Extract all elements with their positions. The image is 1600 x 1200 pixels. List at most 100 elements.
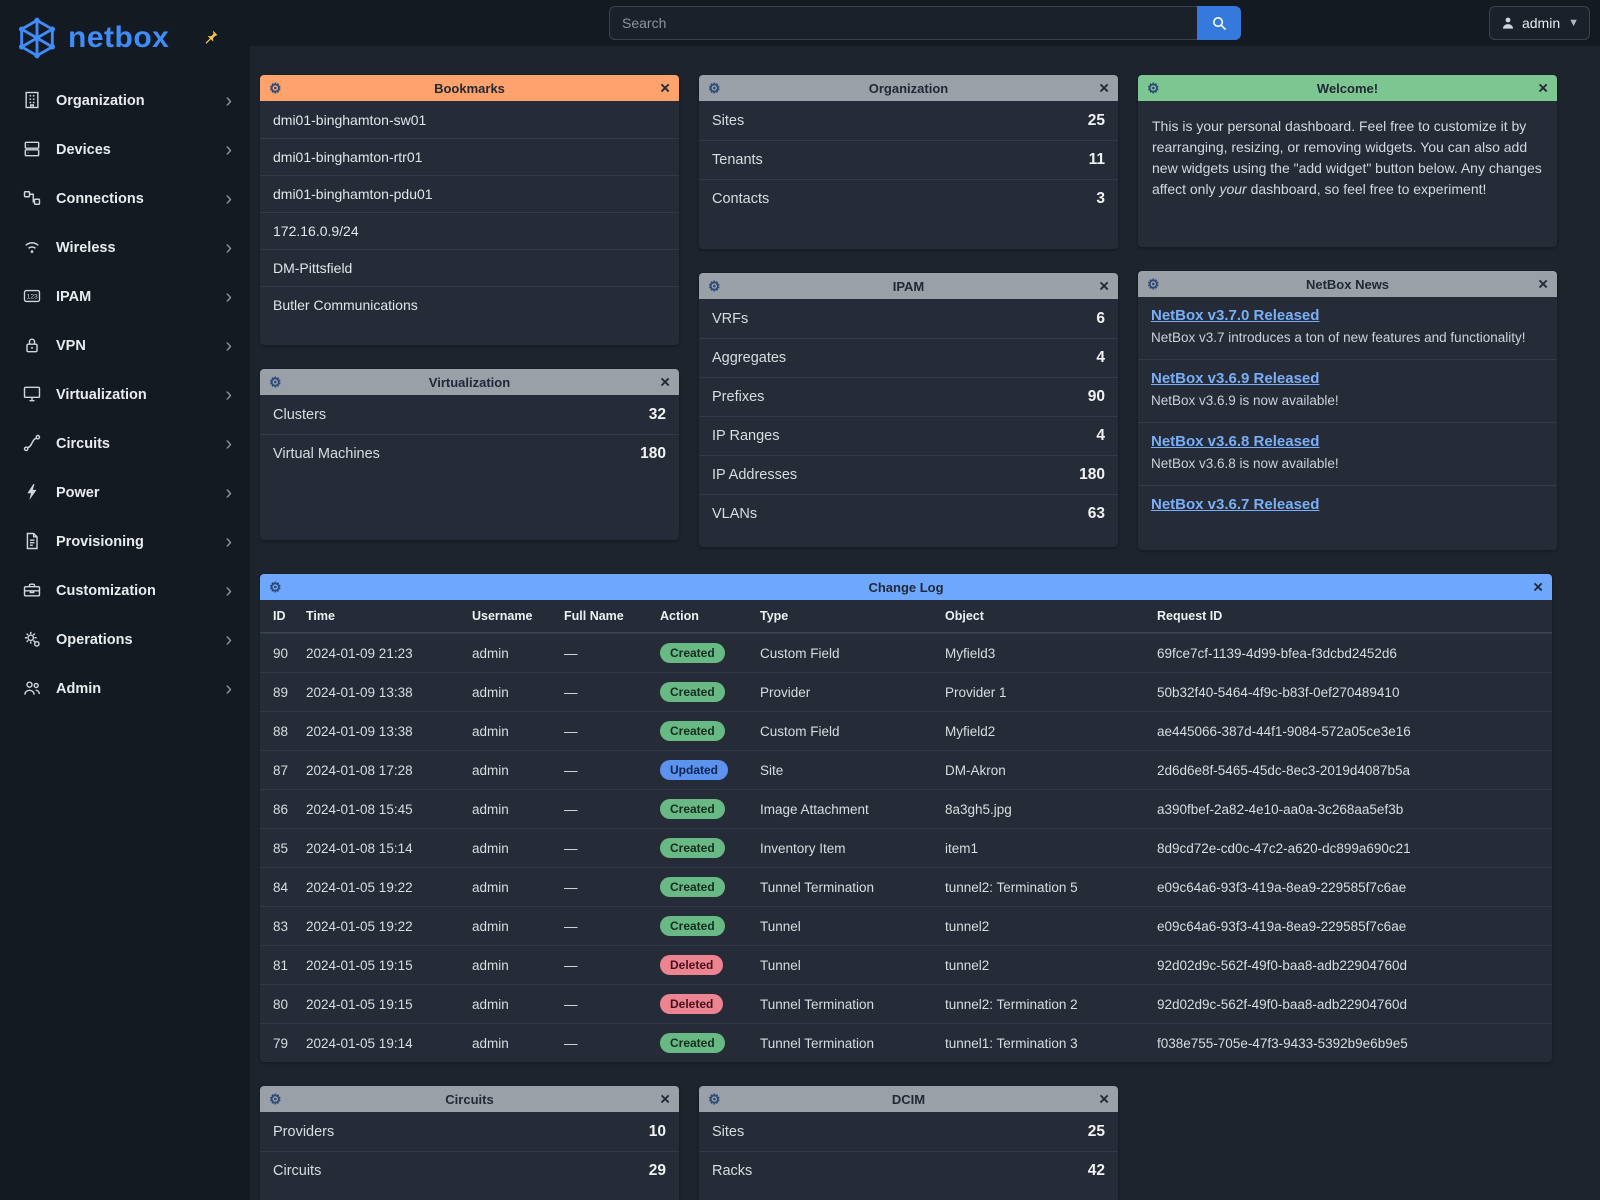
sidebar-item-admin[interactable]: Admin › <box>0 664 250 713</box>
sidebar-item-provisioning[interactable]: Provisioning › <box>0 517 250 566</box>
sidebar-item-connections[interactable]: Connections › <box>0 174 250 223</box>
stat-value[interactable]: 10 <box>648 1122 666 1140</box>
changelog-object[interactable]: item1 <box>945 840 979 856</box>
changelog-object[interactable]: tunnel2: Termination 2 <box>945 996 1078 1012</box>
changelog-object[interactable]: Myfield2 <box>945 723 996 739</box>
bookmark-item[interactable]: 172.16.0.9/24 <box>260 212 679 249</box>
changelog-request-id-link[interactable]: 2d6d6e8f-5465-45dc-8ec3-2019d4087b5a <box>1157 762 1410 778</box>
changelog-object[interactable]: Provider 1 <box>945 684 1007 700</box>
sidebar-item-virtualization[interactable]: Virtualization › <box>0 370 250 419</box>
stat-value[interactable]: 42 <box>1087 1162 1105 1179</box>
changelog-request-id-link[interactable]: e09c64a6-93f3-419a-8ea9-229585f7c6ae <box>1157 879 1407 895</box>
changelog-object[interactable]: 8a3gh5.jpg <box>945 801 1012 817</box>
changelog-time-link[interactable]: 2024-01-08 15:14 <box>306 840 413 856</box>
sidebar-item-customization[interactable]: Customization › <box>0 566 250 615</box>
pin-icon[interactable] <box>200 28 220 48</box>
close-icon[interactable]: × <box>1538 274 1548 294</box>
close-icon[interactable]: × <box>1099 276 1109 296</box>
close-icon[interactable]: × <box>1099 78 1109 98</box>
close-icon[interactable]: × <box>660 78 670 98</box>
sidebar-item-operations[interactable]: Operations › <box>0 615 250 664</box>
changelog-request-id-link[interactable]: 69fce7cf-1139-4d99-bfea-f3dcbd2452d6 <box>1157 645 1397 661</box>
changelog-request-id-link[interactable]: 50b32f40-5464-4f9c-b83f-0ef270489410 <box>1157 684 1400 700</box>
changelog-time-link[interactable]: 2024-01-08 15:45 <box>306 801 413 817</box>
stat-value[interactable]: 4 <box>1096 427 1105 444</box>
changelog-object[interactable]: tunnel2 <box>945 957 990 973</box>
sidebar-item-devices[interactable]: Devices › <box>0 125 250 174</box>
sidebar-item-wireless[interactable]: Wireless › <box>0 223 250 272</box>
stat-value[interactable]: 180 <box>640 445 666 462</box>
widget-config-icon[interactable]: ⚙ <box>708 80 721 96</box>
changelog-request-id-link[interactable]: 8d9cd72e-cd0c-47c2-a620-dc899a690c21 <box>1157 840 1411 856</box>
sidebar-item-organization[interactable]: Organization › <box>0 76 250 125</box>
close-icon[interactable]: × <box>660 372 670 392</box>
changelog-id-link[interactable]: 85 <box>273 840 289 856</box>
news-headline-link[interactable]: NetBox v3.6.7 Released <box>1151 495 1320 513</box>
news-headline-link[interactable]: NetBox v3.6.9 Released <box>1151 369 1320 387</box>
stat-value[interactable]: 180 <box>1079 466 1105 483</box>
stat-value[interactable]: 3 <box>1096 190 1105 207</box>
stat-value[interactable]: 32 <box>648 405 666 423</box>
changelog-time-link[interactable]: 2024-01-05 19:15 <box>306 996 413 1012</box>
changelog-request-id-link[interactable]: ae445066-387d-44f1-9084-572a05ce3e16 <box>1157 723 1411 739</box>
changelog-id-link[interactable]: 84 <box>273 879 289 895</box>
changelog-time-link[interactable]: 2024-01-05 19:22 <box>306 918 413 934</box>
stat-value[interactable]: 25 <box>1087 111 1105 129</box>
search-button[interactable] <box>1197 6 1241 40</box>
bookmark-item[interactable]: dmi01-binghamton-rtr01 <box>260 138 679 175</box>
changelog-request-id-link[interactable]: a390fbef-2a82-4e10-aa0a-3c268aa5ef3b <box>1157 801 1404 817</box>
changelog-id-link[interactable]: 88 <box>273 723 289 739</box>
bookmark-item[interactable]: dmi01-binghamton-pdu01 <box>260 175 679 212</box>
bookmark-item[interactable]: Butler Communications <box>260 286 679 323</box>
changelog-object[interactable]: Myfield3 <box>945 645 996 661</box>
sidebar-item-power[interactable]: Power › <box>0 468 250 517</box>
changelog-time-link[interactable]: 2024-01-09 13:38 <box>306 684 413 700</box>
changelog-id-link[interactable]: 86 <box>273 801 289 817</box>
netbox-logo[interactable]: netbox <box>0 0 250 76</box>
user-menu-button[interactable]: admin ▼ <box>1488 6 1590 40</box>
stat-value[interactable]: 4 <box>1096 349 1105 366</box>
news-headline-link[interactable]: NetBox v3.6.8 Released <box>1151 432 1320 450</box>
changelog-time-link[interactable]: 2024-01-08 17:28 <box>306 762 413 778</box>
stat-value[interactable]: 6 <box>1096 309 1105 327</box>
changelog-request-id-link[interactable]: 92d02d9c-562f-49f0-baa8-adb22904760d <box>1157 957 1407 973</box>
sidebar-item-vpn[interactable]: VPN › <box>0 321 250 370</box>
widget-config-icon[interactable]: ⚙ <box>1147 80 1160 96</box>
changelog-time-link[interactable]: 2024-01-05 19:22 <box>306 879 413 895</box>
widget-config-icon[interactable]: ⚙ <box>1147 276 1160 292</box>
changelog-request-id-link[interactable]: e09c64a6-93f3-419a-8ea9-229585f7c6ae <box>1157 918 1407 934</box>
widget-config-icon[interactable]: ⚙ <box>708 1091 721 1107</box>
changelog-id-link[interactable]: 81 <box>273 957 289 973</box>
widget-config-icon[interactable]: ⚙ <box>269 80 282 96</box>
changelog-id-link[interactable]: 79 <box>273 1035 289 1051</box>
widget-config-icon[interactable]: ⚙ <box>269 579 282 595</box>
stat-value[interactable]: 25 <box>1087 1122 1105 1140</box>
search-input[interactable] <box>609 6 1197 40</box>
close-icon[interactable]: × <box>660 1089 670 1109</box>
stat-value[interactable]: 29 <box>648 1162 666 1179</box>
changelog-time-link[interactable]: 2024-01-09 13:38 <box>306 723 413 739</box>
bookmark-item[interactable]: DM-Pittsfield <box>260 249 679 286</box>
changelog-id-link[interactable]: 80 <box>273 996 289 1012</box>
changelog-object[interactable]: tunnel2 <box>945 918 990 934</box>
widget-config-icon[interactable]: ⚙ <box>708 278 721 294</box>
close-icon[interactable]: × <box>1538 78 1548 98</box>
changelog-id-link[interactable]: 89 <box>273 684 289 700</box>
sidebar-item-circuits[interactable]: Circuits › <box>0 419 250 468</box>
changelog-request-id-link[interactable]: 92d02d9c-562f-49f0-baa8-adb22904760d <box>1157 996 1407 1012</box>
changelog-id-link[interactable]: 90 <box>273 645 289 661</box>
close-icon[interactable]: × <box>1099 1089 1109 1109</box>
stat-value[interactable]: 63 <box>1087 505 1105 522</box>
close-icon[interactable]: × <box>1533 577 1543 597</box>
bookmark-item[interactable]: dmi01-binghamton-sw01 <box>260 101 679 138</box>
sidebar-item-ipam[interactable]: 123 IPAM › <box>0 272 250 321</box>
news-headline-link[interactable]: NetBox v3.7.0 Released <box>1151 307 1320 324</box>
changelog-id-link[interactable]: 87 <box>273 762 289 778</box>
changelog-object[interactable]: DM-Akron <box>945 762 1006 778</box>
changelog-time-link[interactable]: 2024-01-05 19:15 <box>306 957 413 973</box>
changelog-object[interactable]: tunnel1: Termination 3 <box>945 1035 1078 1051</box>
stat-value[interactable]: 11 <box>1088 151 1105 168</box>
changelog-request-id-link[interactable]: f038e755-705e-47f3-9433-5392b9e6b9e5 <box>1157 1035 1408 1051</box>
changelog-id-link[interactable]: 83 <box>273 918 289 934</box>
widget-config-icon[interactable]: ⚙ <box>269 374 282 390</box>
